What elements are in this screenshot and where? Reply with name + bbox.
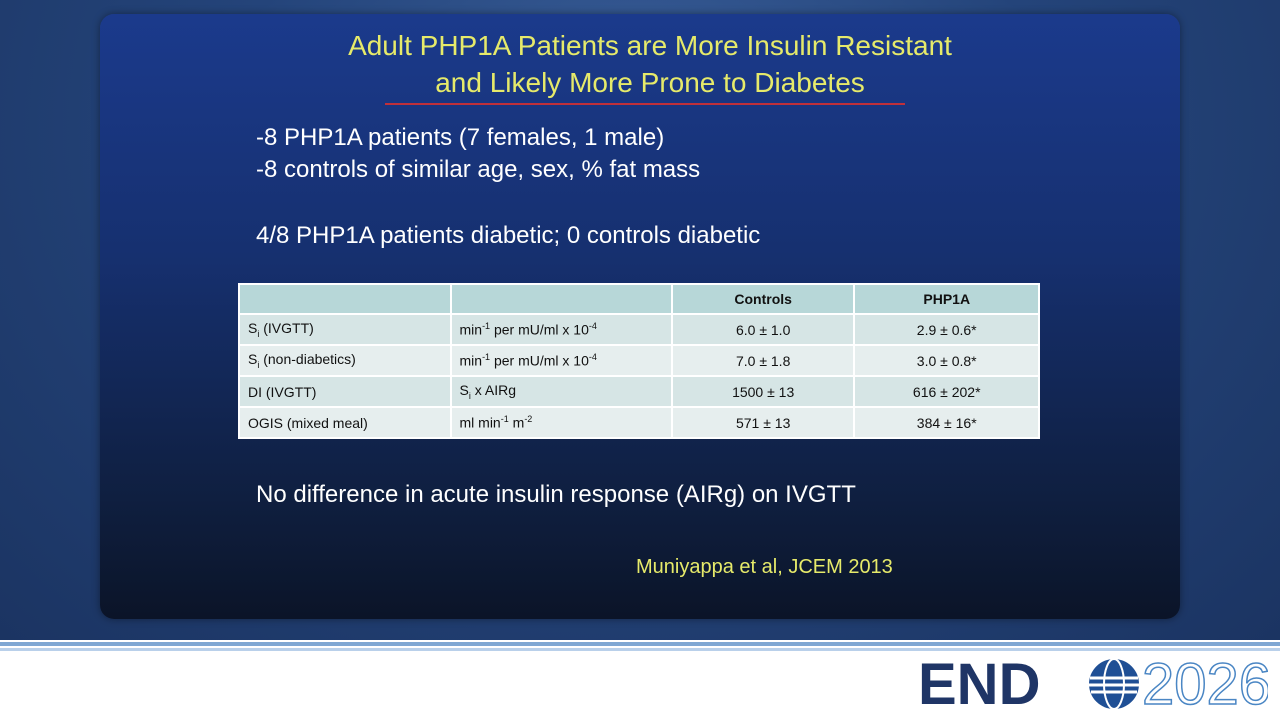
text-fragment: per mU/ml x 10 (490, 321, 589, 338)
table-row: DI (IVGTT) Si x AIRg 1500 ± 13 616 ± 202* (238, 375, 1040, 408)
superscript: -4 (588, 352, 597, 363)
citation: Muniyappa et al, JCEM 2013 (636, 556, 893, 578)
superscript: -2 (524, 414, 533, 425)
superscript: -1 (482, 321, 491, 332)
text-fragment: min (459, 321, 483, 338)
table-cell: Si (non-diabetics) (238, 344, 452, 377)
table-cell: min-1 per mU/ml x 10-4 (449, 313, 673, 346)
header-cell: Controls (670, 283, 856, 315)
table-cell: 3.0 ± 0.8* (853, 344, 1040, 377)
text-fragment: m (508, 414, 525, 431)
table-row: OGIS (mixed meal) ml min-1 m-2 571 ± 13 384… (238, 406, 1040, 439)
superscript: -1 (500, 414, 509, 425)
header-cell (449, 283, 673, 315)
logo-globe (1089, 658, 1139, 710)
title-line: Adult PHP1A Patients are More Insulin Re… (348, 30, 952, 61)
header-row: Controls PHP1A (238, 283, 1040, 315)
title-line: and Likely More Prone to Diabetes (435, 67, 865, 98)
text-fragment: per mU/ml x 10 (490, 352, 589, 369)
text-fragment: min (459, 352, 483, 369)
text-fragment: x AIRg (470, 382, 516, 399)
table-cell: 571 ± 13 (670, 406, 856, 439)
table-cell: DI (IVGTT) (238, 375, 452, 408)
finding: 4/8 PHP1A patients diabetic; 0 controls … (256, 222, 761, 249)
table-cell: 384 ± 16* (853, 406, 1040, 439)
table-cell: Si (IVGTT) (238, 313, 452, 346)
text-fragment: (IVGTT) (259, 320, 314, 337)
table-row: Si (IVGTT) min-1 per mU/ml x 10-4 6.0 ± 1.… (238, 313, 1040, 346)
table-cell: min-1 per mU/ml x 10-4 (449, 344, 673, 377)
footer-stripe (0, 648, 1280, 651)
footer (0, 640, 1280, 720)
text-fragment: (non-diabetics) (259, 351, 356, 368)
table-cell: ml min-1 m-2 (449, 406, 673, 439)
text-fragment: ml min (459, 414, 501, 431)
table-row: Si (non-diabetics) min-1 per mU/ml x 10-4… (238, 344, 1040, 377)
text-fragment: S (248, 351, 258, 368)
text-fragment: S (248, 320, 258, 337)
table-cell: 7.0 ± 1.8 (670, 344, 856, 377)
title-underline (385, 103, 905, 105)
superscript: -4 (588, 321, 597, 332)
subscript: i (257, 328, 260, 339)
superscript: -1 (482, 352, 491, 363)
subscript: i (468, 390, 471, 401)
table-cell: OGIS (mixed meal) (238, 406, 452, 439)
header-cell: PHP1A (853, 283, 1040, 315)
table-cell: 2.9 ± 0.6* (853, 313, 1040, 346)
table-cell: 616 ± 202* (853, 375, 1040, 408)
table-cell: 1500 ± 13 (670, 375, 856, 408)
footer-stripe (0, 642, 1280, 646)
table-cell: 6.0 ± 1.0 (670, 313, 856, 346)
bullet: -8 PHP1A patients (7 females, 1 male) (256, 124, 665, 151)
bullet: -8 controls of similar age, sex, % fat m… (256, 156, 701, 183)
logo: END 2026 (918, 654, 1268, 714)
conclusion: No difference in acute insulin response … (256, 481, 856, 508)
header-cell (238, 283, 452, 315)
text-fragment: S (459, 382, 469, 399)
subscript: i (257, 359, 260, 370)
logo-year: 2026 (1142, 654, 1268, 714)
logo-text: END (918, 654, 1040, 714)
table-cell: Si x AIRg (449, 375, 673, 408)
results-table: Controls PHP1A Si (IVGTT) min-1 per mU/ml x… (238, 283, 1040, 439)
